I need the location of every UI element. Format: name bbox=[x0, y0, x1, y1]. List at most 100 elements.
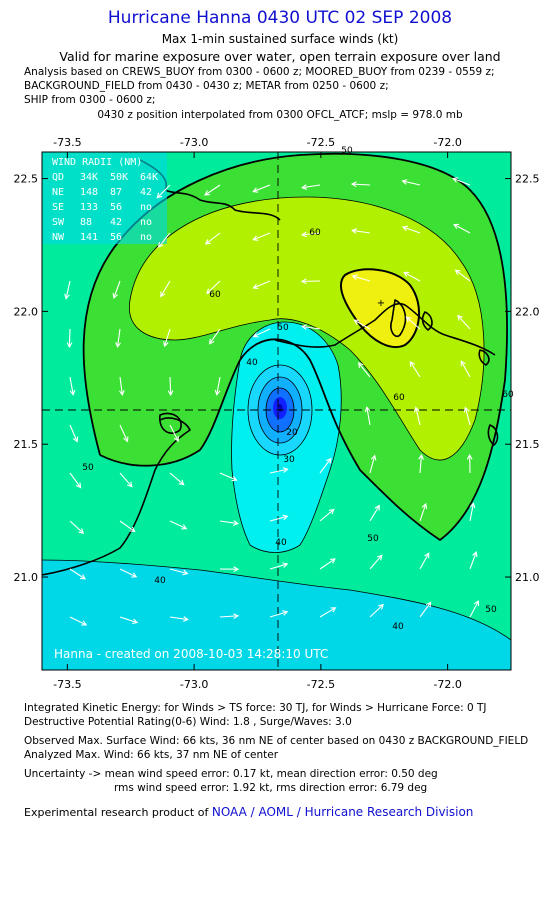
wind-arrow bbox=[206, 280, 221, 294]
contour-label-4: 40 bbox=[246, 358, 258, 368]
contour-label-2: 60 bbox=[309, 228, 321, 238]
product-prefix: Experimental research product of bbox=[24, 806, 212, 819]
wind-arrow bbox=[419, 552, 430, 570]
contour-label-5: 30 bbox=[283, 455, 295, 465]
wind-arrow-head bbox=[364, 406, 371, 413]
wind-arrow bbox=[415, 407, 421, 426]
contour-label-11: 40 bbox=[275, 538, 287, 548]
contour-label-7: 60 bbox=[393, 393, 405, 403]
hrd-link[interactable]: NOAA / AOML / Hurricane Research Divisio… bbox=[211, 805, 474, 819]
wind-arrow-head bbox=[374, 504, 380, 511]
position-note: 0430 z position interpolated from 0300 O… bbox=[97, 109, 463, 121]
lon-label-bottom-3: -72.0 bbox=[433, 678, 461, 691]
wind-arrow bbox=[302, 184, 321, 189]
wind-arrow bbox=[65, 280, 71, 299]
wind-arrow bbox=[160, 280, 171, 297]
wind-arrow-head bbox=[206, 288, 212, 295]
page-title: Hurricane Hanna 0430 UTC 02 SEP 2008 bbox=[107, 8, 453, 28]
wind-arrow-head bbox=[376, 554, 383, 561]
lat-label-left-1: 22.0 bbox=[14, 305, 39, 318]
wind-arrow bbox=[453, 177, 471, 186]
wind-radii-cell: SW bbox=[52, 217, 65, 228]
wind-radii-cell: no bbox=[140, 217, 152, 228]
wind-arrow bbox=[113, 280, 121, 299]
wind-arrow-head bbox=[421, 502, 428, 509]
wind-arrow bbox=[156, 184, 171, 199]
wind-arrow-head bbox=[457, 314, 463, 321]
wind-arrow-head bbox=[282, 514, 289, 521]
lon-label-bottom-0: -73.5 bbox=[53, 678, 81, 691]
uncertainty-line-2: rms wind speed error: 1.92 kt, rms direc… bbox=[114, 782, 428, 794]
wind-arrow bbox=[219, 520, 238, 525]
wind-arrow-head bbox=[118, 389, 125, 396]
island-3 bbox=[478, 349, 490, 366]
wind-arrow-head bbox=[252, 332, 259, 338]
wind-arrow-head bbox=[301, 184, 308, 190]
lat-label-right-2: 21.5 bbox=[515, 438, 540, 451]
wind-arrow bbox=[119, 472, 133, 487]
wind-arrow bbox=[402, 226, 421, 234]
wind-arrow-head bbox=[409, 360, 416, 367]
wind-arrow bbox=[319, 558, 336, 570]
wind-radii-header-2: 50K bbox=[110, 172, 128, 183]
lon-label-bottom-2: -72.5 bbox=[307, 678, 335, 691]
wind-arrow-head bbox=[115, 341, 121, 348]
wind-arrow-head bbox=[405, 316, 412, 323]
wind-arrow bbox=[169, 616, 188, 621]
contour-40kt bbox=[42, 559, 511, 641]
wind-arrow-head bbox=[300, 278, 307, 285]
wind-arrow-head bbox=[231, 475, 238, 482]
wind-arrow-head bbox=[80, 574, 87, 580]
wind-arrow-head bbox=[454, 269, 461, 275]
coastline-east bbox=[274, 302, 496, 356]
wind-arrow bbox=[460, 360, 471, 378]
wind-arrow bbox=[319, 458, 332, 474]
wind-arrow-head bbox=[353, 319, 360, 325]
contour-60kt bbox=[128, 196, 485, 461]
wind-arrow-head bbox=[329, 558, 336, 564]
wind-arrow bbox=[69, 376, 74, 395]
wind-arrow-head bbox=[370, 454, 377, 461]
lat-label-right-1: 22.0 bbox=[515, 305, 540, 318]
wind-arrow bbox=[169, 520, 187, 530]
wind-arrow-head bbox=[129, 526, 136, 533]
dpr-line: Destructive Potential Rating(0-6) Wind: … bbox=[24, 716, 352, 728]
wind-arrow-head bbox=[232, 520, 239, 526]
wind-arrow-head bbox=[453, 223, 460, 230]
wind-arrow-head bbox=[69, 389, 76, 396]
wind-radii-cell: 42 bbox=[110, 217, 122, 228]
wind-arrow-head bbox=[123, 436, 129, 443]
wind-arrow bbox=[205, 232, 221, 245]
wind-radii-title: WIND RADII (NM) bbox=[52, 157, 142, 168]
wind-arrow-head bbox=[131, 572, 138, 578]
wind-radii-cell: 88 bbox=[80, 217, 92, 228]
lon-label-top-0: -73.5 bbox=[53, 136, 81, 149]
wind-radii-cell: NW bbox=[52, 232, 65, 243]
wind-radii-backdrop bbox=[42, 152, 167, 244]
wind-arrow bbox=[369, 554, 383, 570]
wind-arrow bbox=[269, 515, 288, 522]
wind-arrow-head bbox=[233, 566, 240, 573]
contour-label-1: 60 bbox=[209, 290, 221, 300]
wind-arrow bbox=[358, 362, 371, 378]
ike-line: Integrated Kinetic Energy: for Winds > T… bbox=[24, 702, 487, 714]
wind-arrow bbox=[453, 224, 471, 234]
wind-arrow-head bbox=[81, 620, 88, 626]
lat-label-left-3: 21.0 bbox=[14, 571, 39, 584]
wind-arrow-head bbox=[233, 613, 240, 619]
analysis-basis-line-1: Analysis based on CREWS_BUOY from 0300 -… bbox=[24, 66, 495, 78]
wind-arrow bbox=[369, 505, 380, 522]
wind-arrow-head bbox=[466, 453, 473, 460]
lat-label-left-0: 22.5 bbox=[14, 173, 39, 186]
contour-label-3: 50 bbox=[277, 323, 289, 333]
wind-arrow bbox=[352, 229, 371, 234]
wind-arrow bbox=[366, 407, 371, 426]
contour-label-10: 40 bbox=[154, 576, 166, 586]
wind-radii-cell: SE bbox=[52, 202, 64, 213]
wind-arrow bbox=[253, 280, 271, 289]
wind-arrow-head bbox=[252, 235, 259, 241]
wind-arrow-head bbox=[401, 225, 409, 232]
contour-label-14: 60 bbox=[502, 390, 514, 400]
wind-contour-field bbox=[42, 152, 511, 670]
wind-arrow-head bbox=[126, 481, 133, 488]
